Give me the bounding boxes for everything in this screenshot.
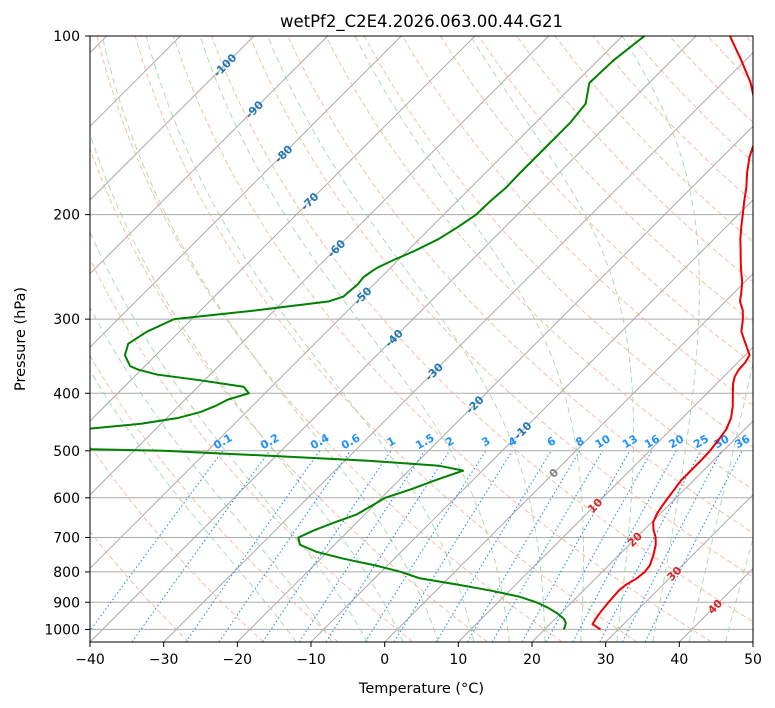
mixing-ratio-lines [90, 450, 743, 642]
plot-frame [89, 35, 754, 643]
y-tick-label: 100 [53, 29, 80, 45]
isotherm-line [90, 36, 402, 349]
isotherm-line [90, 36, 329, 275]
mixing-ratio-line [599, 450, 702, 642]
isotherm-line [90, 36, 255, 201]
dry-adiabat-line [90, 257, 414, 642]
moist-adiabat-line [90, 306, 333, 642]
dry-adiabat-line [90, 147, 488, 642]
isotherm-line [90, 36, 550, 496]
x-tick-label: 40 [670, 652, 688, 668]
mixing-ratio-line [572, 450, 677, 642]
x-tick-label: 20 [523, 652, 541, 668]
chart-title: wetPf2_C2E4.2026.063.00.44.G21 [280, 12, 563, 32]
moist-adiabat-line [199, 36, 510, 642]
y-tick-label: 900 [53, 595, 80, 611]
x-tick-label: 10 [449, 652, 467, 668]
dry-adiabat-line [401, 36, 753, 406]
y-tick-label: 200 [53, 208, 80, 224]
dry-adiabat-line [440, 36, 753, 365]
isotherm-line [384, 272, 753, 642]
dry-adiabat-line [90, 354, 339, 642]
y-tick-label: 300 [53, 312, 80, 328]
moist-adiabat-line [90, 230, 369, 642]
dry-adiabat-line [211, 36, 753, 623]
x-tick-label: 0 [380, 652, 389, 668]
isotherm-line [531, 420, 753, 642]
mixing-ratio-line [364, 450, 487, 642]
moist-adiabat-line [101, 36, 439, 642]
y-tick-label: 500 [53, 444, 80, 460]
mixing-ratio-line [90, 450, 224, 632]
x-tick-label: −40 [75, 652, 105, 668]
x-axis: −40 −30 −20 −10 0 10 20 30 40 50 [75, 642, 762, 668]
x-tick-label: −10 [296, 652, 326, 668]
dry-adiabat-line [516, 36, 753, 283]
y-tick-label: 600 [53, 491, 80, 507]
mixing-ratio-line [218, 450, 351, 642]
dry-adiabat-line [90, 444, 264, 642]
dewpoint-profile-line [90, 36, 646, 630]
isotherm-line [90, 36, 623, 570]
mixing-ratio-line [545, 450, 653, 642]
moist-adiabat-line [90, 369, 297, 642]
x-tick-label: 50 [744, 652, 762, 668]
y-tick-label: 700 [53, 531, 80, 547]
dry-adiabat-line [325, 36, 753, 491]
dry-adiabat-line [134, 36, 638, 642]
moist-adiabat-line [688, 360, 753, 642]
x-axis-title: Temperature (°C) [358, 681, 484, 697]
isotherm-line [163, 51, 753, 642]
mixing-ratio-line [262, 450, 392, 642]
isotherm-line [236, 125, 753, 642]
dry-adiabat-line [249, 36, 753, 578]
dry-adiabat-line [96, 36, 563, 642]
mixing-ratio-line [521, 450, 631, 642]
isotherm-line [90, 36, 476, 422]
mixing-ratio-line [185, 450, 321, 642]
moist-adiabat-line [621, 36, 700, 642]
sounding-profiles [90, 36, 753, 631]
dry-adiabat-line [90, 530, 190, 642]
dry-adiabats [90, 36, 753, 642]
isobar-grid [90, 36, 753, 630]
y-axis: 100 200 300 400 500 600 700 800 900 1000 [44, 29, 90, 638]
mixing-ratio-line [644, 450, 743, 642]
y-tick-label: 400 [53, 386, 80, 402]
isotherm-line [457, 346, 753, 642]
mixing-ratio-line [131, 450, 271, 642]
dry-adiabat-line [172, 36, 712, 642]
y-tick-label: 800 [53, 565, 80, 581]
y-tick-label: 1000 [44, 622, 80, 638]
mixing-ratio-line [435, 450, 552, 642]
isotherm-grid [90, 36, 753, 642]
temperature-profile-line [591, 36, 753, 631]
moist-adiabat-line [145, 36, 475, 642]
y-axis-title: Pressure (hPa) [13, 287, 29, 391]
isotherm-line [90, 36, 697, 642]
moist-adiabats [90, 36, 753, 642]
x-tick-label: 30 [597, 652, 615, 668]
moist-adiabat-line [354, 36, 585, 642]
moist-adiabat-line [90, 132, 404, 642]
moist-adiabat-line [725, 536, 753, 642]
isotherm-line [605, 493, 753, 642]
moist-adiabat-line [267, 36, 546, 642]
mixing-ratio-line [325, 450, 451, 642]
x-tick-label: −20 [223, 652, 253, 668]
x-tick-label: −30 [149, 652, 179, 668]
